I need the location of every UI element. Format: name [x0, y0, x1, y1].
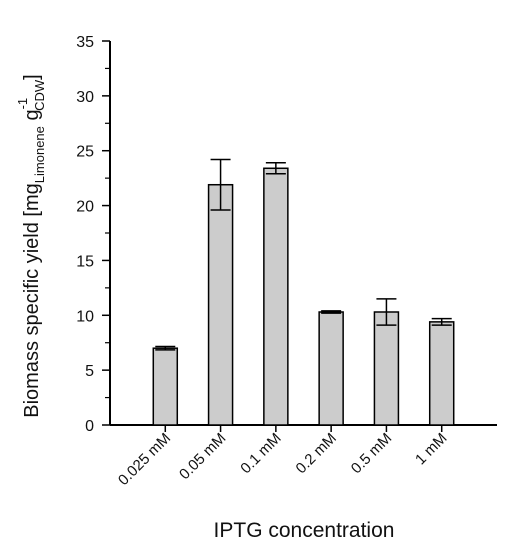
y-tick-label: 25 [76, 144, 94, 161]
bars [152, 167, 455, 426]
y-tick-label: 0 [85, 418, 94, 435]
x-tick-label: 0.2 mM [293, 430, 340, 477]
y-axis-label-sub-limonene: Limonene [32, 126, 47, 183]
bar [373, 311, 400, 426]
error-bars [155, 158, 452, 351]
y-axis-label-main: Biomass specific yield [mg [21, 183, 43, 418]
y-axis: 0 5 10 15 20 25 30 35 [76, 34, 111, 435]
y-axis-label: Biomass specific yield [mgLimonene g-1 CD… [15, 74, 47, 418]
x-tick-label: 0.1 mM [237, 430, 284, 477]
y-tick-label: 30 [76, 89, 94, 106]
y-tick-label: 35 [76, 34, 94, 51]
bar [318, 311, 344, 426]
y-tick-label: 5 [85, 363, 94, 380]
x-tick-labels: 0.025 mM 0.05 mM 0.1 mM 0.2 mM 0.5 mM 1 mM [115, 430, 451, 489]
y-axis-label-unit: g [21, 109, 43, 126]
x-axis-label: IPTG concentration [214, 519, 395, 542]
bar [207, 183, 234, 426]
x-tick-label: 1 mM [412, 430, 451, 469]
y-axis-label-sub-cdw: CDW [32, 79, 47, 111]
bar [152, 347, 179, 426]
x-tick-label: 0.025 mM [115, 430, 174, 489]
bar [428, 321, 455, 426]
y-axis-label-superscript: -1 [15, 98, 30, 110]
y-tick-label: 10 [76, 308, 94, 325]
y-tick-label: 15 [76, 253, 94, 270]
y-axis-label-end: ] [21, 74, 43, 80]
x-tick-label: 0.05 mM [176, 430, 229, 483]
x-tick-label: 0.5 mM [348, 430, 395, 477]
bar [263, 167, 289, 426]
y-tick-label: 20 [76, 199, 94, 216]
